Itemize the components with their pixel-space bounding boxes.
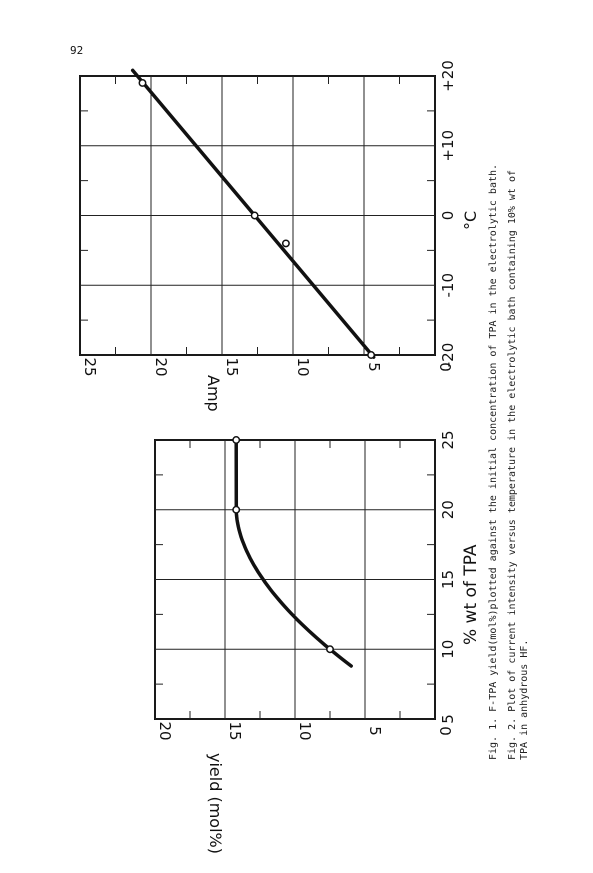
data-point: [283, 240, 289, 246]
yield-chart: 5 10 15 20 25 0 5 10 15 20 yield (mol%) % wt of T…: [155, 430, 481, 854]
x-tick-label: 10: [439, 640, 457, 659]
y-tick-label: 0: [436, 362, 454, 372]
data-point: [233, 437, 239, 443]
fig2-caption-line-1: Fig. 2. Plot of current intensity versus…: [507, 170, 518, 760]
y-tick-label: 0: [436, 726, 454, 736]
x-tick-label: -10: [439, 273, 457, 298]
y-tick-label: 15: [223, 357, 241, 376]
x-tick-label: 5: [439, 714, 457, 724]
data-point: [327, 646, 333, 652]
fig1-caption: Fig. 1. F-TPA yield(mol%)plotted against…: [488, 164, 499, 760]
y-tick-label: 15: [226, 721, 244, 740]
x-tick-label: 0: [439, 211, 457, 221]
fig2-caption-line-2: TPA in anhydrous HF.: [519, 640, 530, 760]
data-point: [251, 212, 257, 218]
data-point: [233, 507, 239, 513]
yield-tick-labels: 5 10 15 20 25 0 5 10 15 20: [156, 430, 457, 740]
yield-curve: [236, 440, 351, 666]
y-tick-label: 10: [294, 357, 312, 376]
y-tick-label: 20: [152, 357, 170, 376]
x-tick-label: 20: [439, 500, 457, 519]
x-tick-label: 15: [439, 570, 457, 589]
data-point: [139, 80, 145, 86]
yield-x-label: % wt of TPA: [461, 544, 481, 645]
x-tick-label: 25: [439, 430, 457, 449]
yield-grid: [155, 440, 435, 719]
x-tick-label: +10: [439, 130, 457, 162]
y-tick-label: 20: [156, 721, 174, 740]
current-y-label: Amp: [204, 375, 223, 412]
y-tick-label: 10: [296, 721, 314, 740]
yield-points: [233, 437, 333, 653]
data-point: [368, 352, 374, 358]
x-tick-label: +20: [439, 60, 457, 92]
y-tick-label: 5: [366, 726, 384, 736]
current-x-label: °C: [461, 211, 480, 230]
yield-y-label: yield (mol%): [206, 753, 225, 854]
y-tick-label: 25: [81, 357, 99, 376]
y-tick-label: 5: [365, 362, 383, 372]
